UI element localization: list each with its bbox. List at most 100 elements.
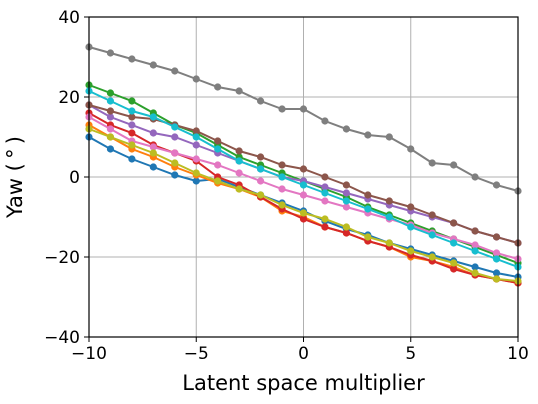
data-point: [278, 161, 286, 169]
data-point: [385, 133, 393, 141]
data-point: [171, 171, 179, 179]
data-point: [407, 247, 415, 255]
y-axis-label: Yaw ( ° ): [3, 136, 27, 219]
x-tick-label: 10: [507, 344, 529, 364]
data-point: [364, 233, 372, 241]
data-point: [471, 263, 479, 271]
data-point: [428, 159, 436, 167]
data-point: [342, 197, 350, 205]
data-point: [171, 133, 179, 141]
data-point: [342, 125, 350, 133]
data-point: [214, 145, 222, 153]
data-point: [407, 223, 415, 231]
x-axis-ticks: −10 −5 0 5 10: [71, 337, 529, 364]
data-point: [492, 249, 501, 257]
x-axis-label: Latent space multiplier: [182, 371, 425, 395]
x-tick-label: −5: [184, 344, 209, 364]
data-point: [106, 107, 115, 115]
data-point: [407, 145, 415, 153]
data-point: [342, 181, 350, 189]
data-point: [106, 113, 115, 121]
data-point: [299, 165, 308, 173]
data-point: [364, 191, 372, 199]
data-point: [450, 219, 458, 227]
data-point: [278, 105, 286, 113]
data-point: [171, 159, 179, 167]
data-point: [428, 211, 436, 219]
data-point: [192, 177, 200, 185]
data-point: [171, 123, 179, 131]
y-tick-label: 40: [58, 8, 80, 28]
series-lines: [85, 43, 522, 287]
data-point: [106, 125, 115, 133]
data-point: [235, 185, 243, 193]
data-point: [257, 177, 265, 185]
data-point: [321, 223, 329, 231]
data-point: [149, 113, 157, 121]
y-tick-label: 0: [69, 168, 80, 188]
data-point: [192, 155, 200, 163]
data-point: [471, 247, 479, 255]
data-point: [450, 265, 458, 273]
data-point: [492, 275, 501, 283]
data-point: [428, 253, 436, 261]
data-point: [278, 173, 286, 181]
data-point: [171, 67, 179, 75]
data-point: [385, 197, 393, 205]
x-tick-label: 0: [298, 344, 309, 364]
data-point: [342, 229, 350, 237]
y-tick-label: −40: [44, 328, 80, 348]
data-point: [342, 223, 350, 231]
data-point: [128, 113, 136, 121]
data-point: [257, 97, 265, 105]
data-point: [321, 183, 329, 191]
data-point: [471, 173, 479, 181]
data-point: [321, 189, 329, 197]
data-point: [128, 55, 136, 63]
data-point: [407, 203, 415, 211]
data-point: [492, 181, 501, 189]
data-point: [385, 239, 393, 247]
data-point: [149, 149, 157, 157]
data-point: [106, 49, 115, 57]
data-point: [214, 161, 222, 169]
series-7: [85, 43, 522, 195]
data-point: [364, 131, 372, 139]
data-point: [149, 163, 157, 171]
data-point: [321, 215, 329, 223]
data-point: [492, 269, 501, 277]
data-point: [299, 181, 308, 189]
x-tick-label: 5: [405, 344, 416, 364]
data-point: [364, 205, 372, 213]
data-point: [492, 233, 501, 241]
data-point: [321, 197, 329, 205]
data-point: [321, 173, 329, 181]
data-point: [192, 141, 200, 149]
data-point: [450, 259, 458, 267]
data-point: [257, 153, 265, 161]
data-point: [149, 143, 157, 151]
data-point: [450, 239, 458, 247]
data-point: [106, 97, 115, 105]
data-point: [128, 121, 136, 129]
data-point: [106, 133, 115, 141]
data-point: [471, 227, 479, 235]
y-tick-label: −20: [44, 248, 80, 268]
data-point: [299, 191, 308, 199]
data-point: [192, 133, 200, 141]
data-point: [492, 255, 501, 263]
data-point: [192, 75, 200, 83]
data-point: [342, 189, 350, 197]
data-point: [192, 169, 200, 177]
data-point: [299, 209, 308, 217]
data-point: [321, 117, 329, 125]
data-point: [385, 213, 393, 221]
data-point: [128, 97, 136, 105]
data-point: [278, 185, 286, 193]
data-point: [471, 269, 479, 277]
data-point: [128, 129, 136, 137]
x-tick-label: −10: [71, 344, 107, 364]
data-point: [149, 129, 157, 137]
data-point: [257, 165, 265, 173]
